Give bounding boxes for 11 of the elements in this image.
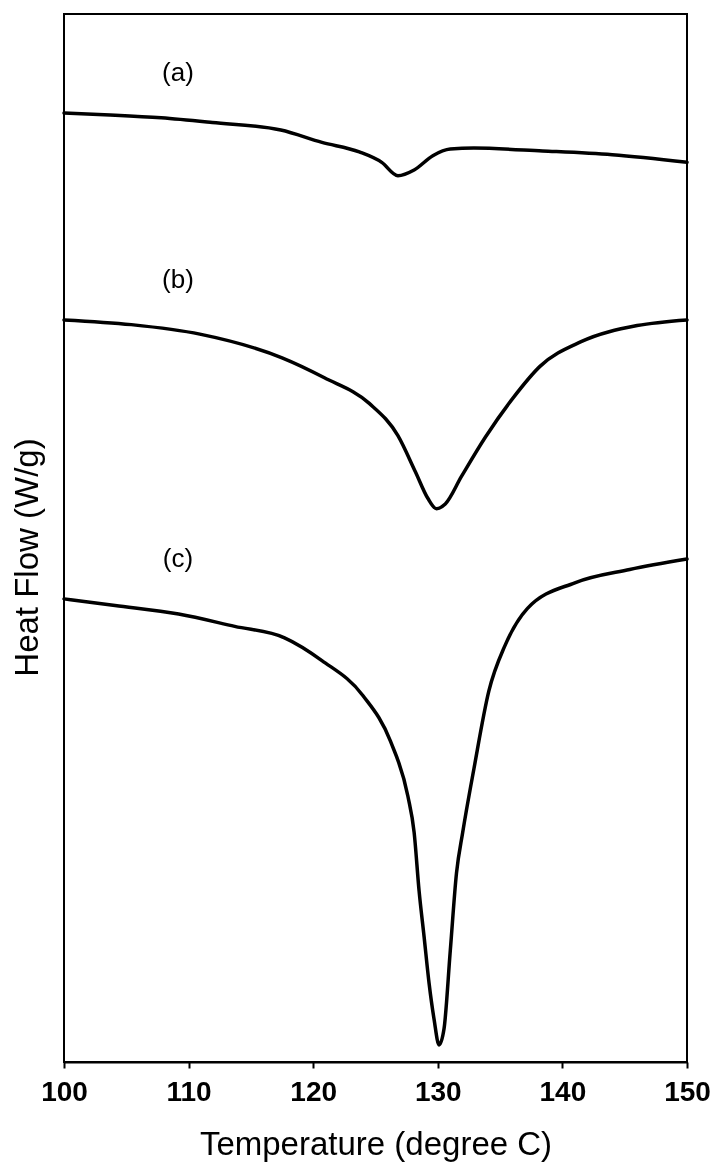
series-label: (c) — [162, 542, 194, 573]
x-tick-label: 150 — [664, 1075, 711, 1107]
x-tick-label: 140 — [539, 1075, 587, 1107]
series-label: (b) — [162, 263, 194, 294]
x-tick-label: 110 — [166, 1075, 212, 1107]
y-axis-title: Heat Flow (W/g) — [7, 438, 45, 677]
series-label: (a) — [162, 57, 194, 87]
x-tick-label: 130 — [414, 1075, 462, 1107]
x-tick-label: 100 — [41, 1075, 88, 1107]
x-tick-label: 120 — [290, 1075, 338, 1107]
x-axis-title: Temperature (degree C) — [199, 1124, 553, 1162]
